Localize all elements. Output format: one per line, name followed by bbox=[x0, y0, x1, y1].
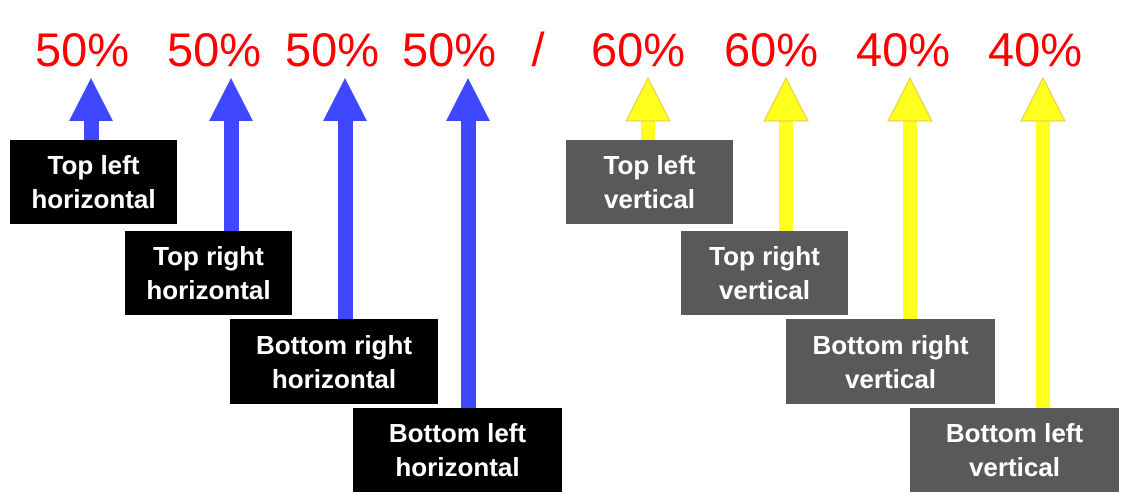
value-bottom-right-horizontal: 50% bbox=[284, 23, 380, 76]
label-line: horizontal bbox=[146, 275, 271, 305]
label-line: Top left bbox=[603, 150, 696, 180]
label-line: horizontal bbox=[31, 184, 156, 214]
arrow-bottom-right-vertical bbox=[887, 76, 933, 322]
arrow-bottom-right-horizontal bbox=[323, 78, 367, 322]
value-separator-slash: / bbox=[531, 23, 545, 76]
value-bottom-right-vertical: 40% bbox=[855, 23, 951, 76]
label-top-left-horizontal: Top left horizontal bbox=[10, 140, 177, 224]
arrow-bottom-left-horizontal bbox=[446, 78, 490, 410]
label-line: horizontal bbox=[271, 363, 397, 394]
value-top-right-vertical: 60% bbox=[723, 23, 819, 76]
label-top-left-vertical: Top left vertical bbox=[566, 140, 733, 224]
value-top-right-horizontal: 50% bbox=[166, 23, 262, 76]
label-bottom-right-horizontal: Bottom right horizontal bbox=[230, 319, 438, 404]
label-line: Bottom right bbox=[256, 329, 412, 360]
label-line: horizontal bbox=[395, 452, 520, 482]
label-line: Bottom right bbox=[812, 329, 969, 360]
label-bottom-left-vertical: Bottom left vertical bbox=[910, 408, 1119, 492]
label-bottom-left-horizontal: Bottom left horizontal bbox=[353, 408, 562, 492]
label-line: vertical bbox=[844, 363, 937, 394]
arrow-top-right-vertical bbox=[763, 76, 809, 233]
label-line: vertical bbox=[603, 184, 696, 214]
label-line: vertical bbox=[718, 275, 811, 305]
label-line: Bottom left bbox=[388, 418, 527, 448]
label-line: Top right bbox=[709, 241, 820, 271]
value-bottom-left-vertical: 40% bbox=[987, 23, 1083, 76]
arrow-bottom-left-vertical bbox=[1020, 76, 1066, 410]
value-top-left-horizontal: 50% bbox=[34, 23, 130, 76]
label-line: vertical bbox=[968, 452, 1061, 482]
label-top-right-vertical: Top right vertical bbox=[681, 231, 848, 315]
label-top-right-horizontal: Top right horizontal bbox=[125, 231, 292, 315]
label-bottom-right-vertical: Bottom right vertical bbox=[786, 319, 995, 404]
label-line: Top right bbox=[153, 241, 264, 271]
label-line: Top left bbox=[47, 150, 140, 180]
label-line: Bottom left bbox=[945, 418, 1084, 448]
value-top-left-vertical: 60% bbox=[590, 23, 686, 76]
arrow-top-left-vertical bbox=[625, 76, 671, 142]
arrow-top-right-horizontal bbox=[209, 78, 253, 233]
arrow-top-left-horizontal bbox=[69, 78, 113, 142]
value-bottom-left-horizontal: 50% bbox=[401, 23, 497, 76]
